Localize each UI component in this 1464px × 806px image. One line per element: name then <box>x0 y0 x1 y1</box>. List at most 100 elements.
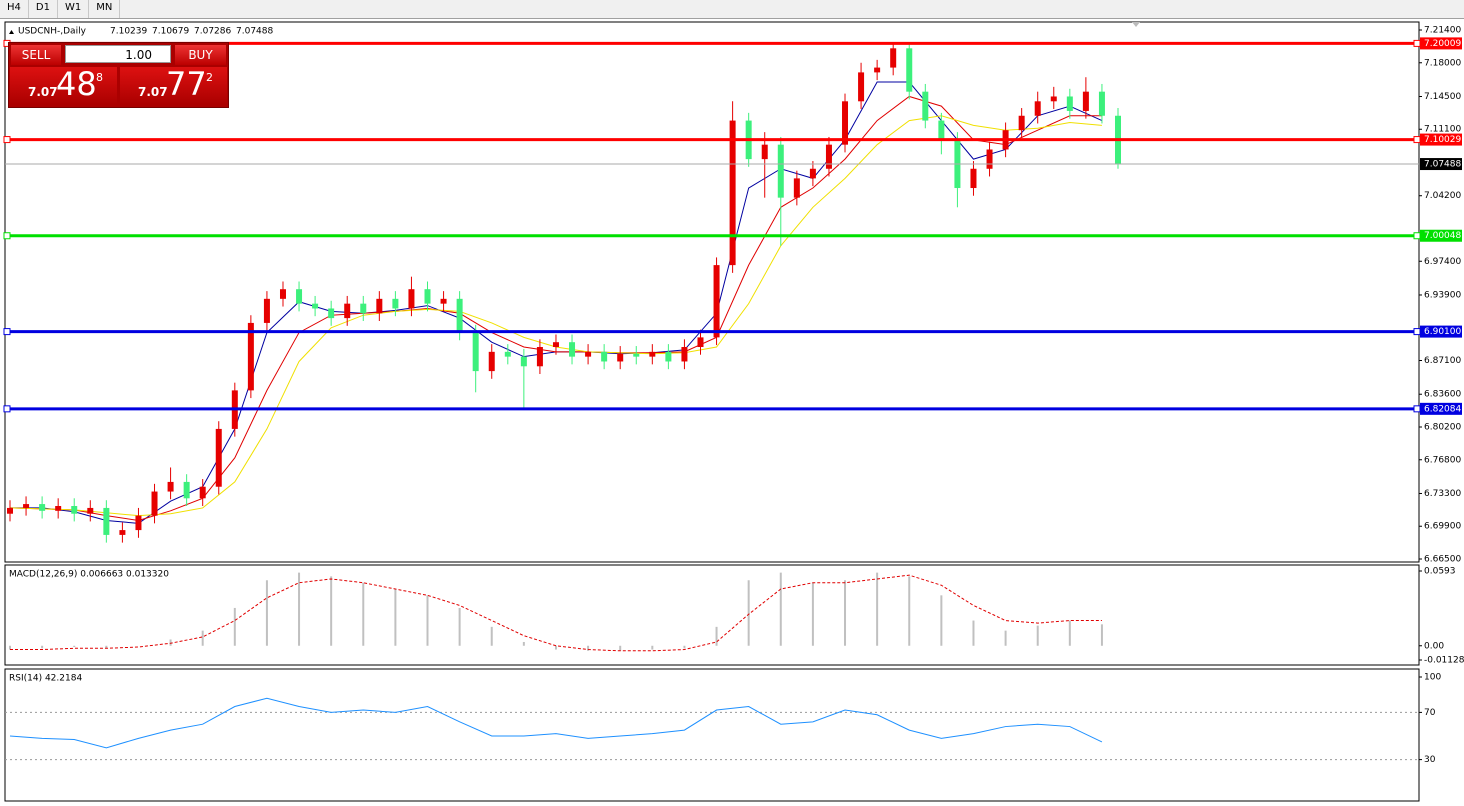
level-label: 7.10029 <box>1424 135 1461 145</box>
level-handle <box>3 136 11 144</box>
candle-body <box>938 120 945 140</box>
y-tick-label: 6.83600 <box>1424 390 1461 400</box>
candle-body <box>247 322 254 391</box>
ask-frac: 2 <box>206 71 213 84</box>
candle-body <box>279 289 286 299</box>
level-box <box>1420 402 1462 415</box>
candle-body <box>569 342 576 357</box>
candle-body <box>825 144 832 169</box>
lot-input[interactable]: 1.00 <box>65 45 171 63</box>
candle-body <box>842 101 849 145</box>
candle-body <box>504 351 511 357</box>
candle-body <box>1082 91 1089 111</box>
ohlc-value: 7.07488 <box>236 27 273 37</box>
level-handle <box>3 232 11 240</box>
candle-body <box>617 353 624 362</box>
level-box <box>1420 37 1462 50</box>
y-tick-label: 7.11100 <box>1424 125 1461 135</box>
y-tick-label: 0.0593 <box>1424 567 1456 577</box>
candle-body <box>552 342 559 348</box>
candle-body <box>986 149 993 169</box>
sell-button[interactable]: SELL <box>11 45 61 65</box>
y-tick-label: 6.97400 <box>1424 257 1461 267</box>
candle-body <box>970 168 977 189</box>
bid-big: 7.07 <box>28 85 58 99</box>
level-label: 7.00048 <box>1424 231 1461 241</box>
tab[interactable]: MN <box>89 0 121 18</box>
candle-body <box>312 303 319 309</box>
candle-body <box>39 504 46 511</box>
ohlc-value: 7.10679 <box>152 27 189 37</box>
ohlc-value: 7.10239 <box>110 27 147 37</box>
rsi-frame <box>4 668 1420 802</box>
candle-body <box>488 351 495 372</box>
candle-body <box>713 265 720 338</box>
candle-body <box>1034 101 1041 116</box>
candle-body <box>328 308 335 319</box>
y-tick-label: 7.21400 <box>1424 26 1461 36</box>
rsi-title: RSI(14) 42.2184 <box>9 674 82 684</box>
candle-body <box>135 515 142 531</box>
bid-frac: 8 <box>96 71 103 84</box>
level-handle <box>1413 39 1421 47</box>
y-tick-label: 6.73300 <box>1424 489 1461 499</box>
moving-average <box>10 81 1103 524</box>
current-price-label: 7.07488 <box>1424 160 1461 170</box>
y-tick-label: 6.80200 <box>1424 422 1461 432</box>
level-box <box>1420 325 1462 338</box>
candle-body <box>360 303 367 314</box>
candle-body <box>649 351 656 357</box>
level-label: 6.90100 <box>1424 327 1461 337</box>
candle-body <box>761 144 768 160</box>
symbol: USDCNH-,Daily <box>18 27 87 37</box>
y-tick-label: -0.011289 <box>1424 656 1464 666</box>
candle-body <box>71 506 78 514</box>
candle-body <box>1098 91 1105 116</box>
candle-body <box>87 507 94 514</box>
candle-body <box>215 428 222 487</box>
buy-button[interactable]: BUY <box>175 45 226 65</box>
y-tick-label: 30 <box>1424 755 1436 765</box>
tab[interactable]: H4 <box>0 0 29 18</box>
ask-quote[interactable]: 7.07 77 2 <box>120 65 227 105</box>
candle-body <box>1066 96 1073 111</box>
tab[interactable]: D1 <box>29 0 58 18</box>
level-handle <box>1413 136 1421 144</box>
candle-body <box>681 347 688 362</box>
candle-body <box>23 504 30 508</box>
timeframe-tabs: H4 D1 W1 MN <box>0 0 1464 19</box>
candle-body <box>809 168 816 179</box>
candle-body <box>424 289 431 304</box>
ask-pips: 77 <box>166 65 207 103</box>
candle-body <box>858 72 865 102</box>
scroll-marker <box>1132 22 1140 27</box>
y-tick-label: 6.76800 <box>1424 455 1461 465</box>
y-tick-label: 0.00 <box>1424 641 1444 651</box>
candle-body <box>890 48 897 68</box>
candle-body <box>874 67 881 73</box>
tab[interactable]: W1 <box>58 0 90 18</box>
candle-body <box>585 351 592 357</box>
level-handle <box>3 328 11 336</box>
candle-body <box>472 332 479 372</box>
candle-body <box>793 178 800 198</box>
candle-body <box>536 347 543 367</box>
level-label: 7.20009 <box>1424 39 1461 49</box>
candle-body <box>392 298 399 309</box>
candle-body <box>601 351 608 362</box>
moving-average <box>9 115 1102 517</box>
one-click-trading: SELL 1.00 BUY 7.07 48 8 7.07 77 2 <box>8 42 229 108</box>
rsi-line <box>9 697 1103 749</box>
candle-body <box>906 48 913 92</box>
candle-body <box>633 353 640 357</box>
macd-frame <box>4 564 1420 666</box>
candle-body <box>344 303 351 319</box>
bid-pips: 48 <box>56 65 97 103</box>
level-handle <box>3 405 11 413</box>
y-tick-label: 70 <box>1424 708 1436 718</box>
candle-body <box>55 506 62 511</box>
level-label: 6.82084 <box>1424 404 1461 414</box>
bid-quote[interactable]: 7.07 48 8 <box>10 65 117 105</box>
y-tick-label: 6.69900 <box>1424 522 1461 532</box>
